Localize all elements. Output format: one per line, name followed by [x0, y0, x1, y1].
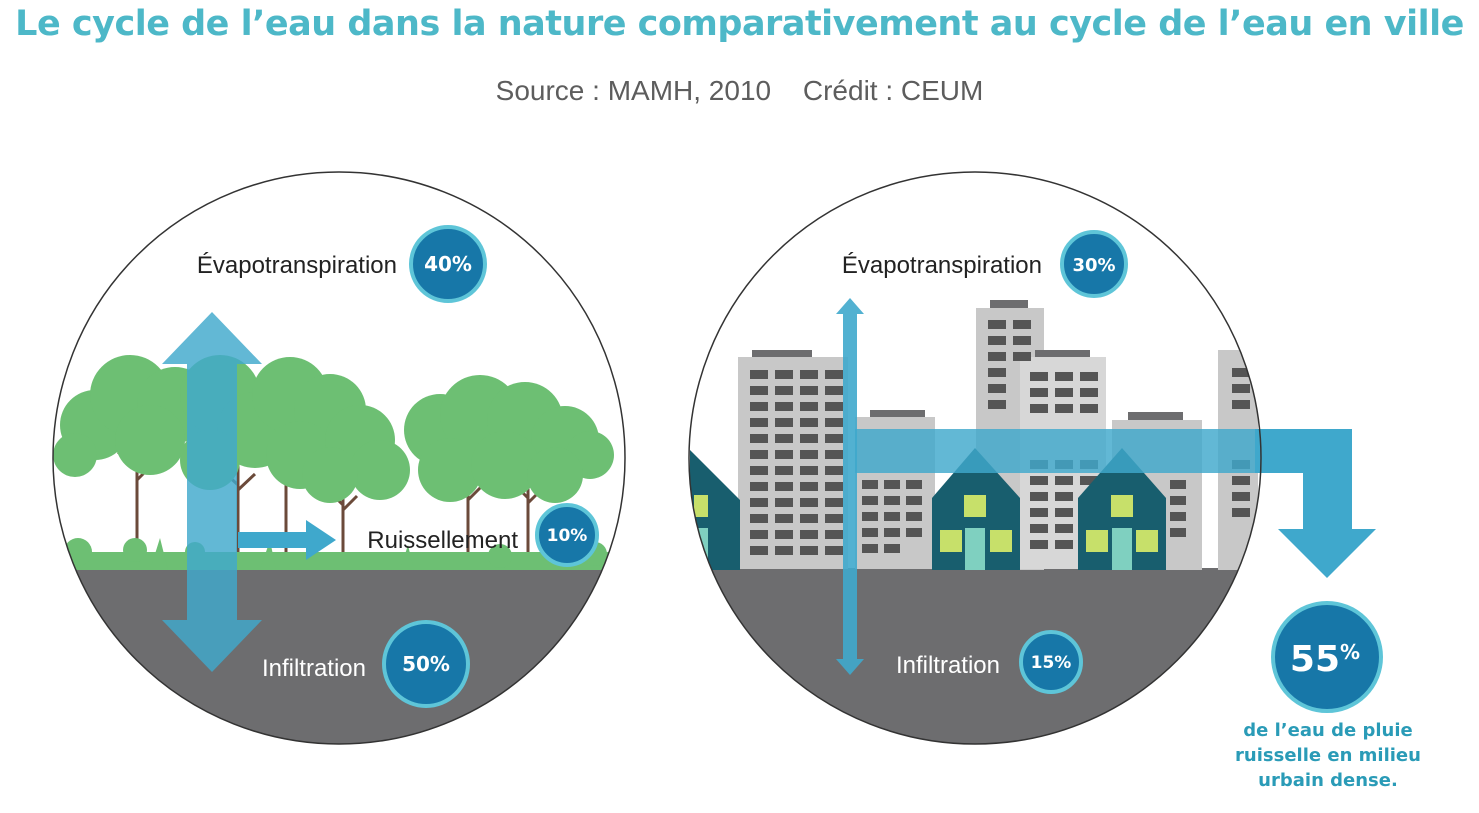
- city-runoff-pct: 55%: [1290, 639, 1360, 680]
- nature-evapo-pct: 40%: [424, 252, 472, 276]
- nature-panel: Évapotranspiration 40% Ruissellement 10%…: [52, 171, 626, 745]
- city-infiltration-label: Infiltration: [896, 652, 1000, 679]
- city-circle-border: [688, 171, 1262, 745]
- city-panel: Évapotranspiration 30% Infiltration 15% …: [688, 171, 1383, 745]
- city-runoff-pct-sign: %: [1340, 640, 1360, 664]
- source-text: Source : MAMH, 2010: [495, 75, 772, 106]
- note-line: urbain dense.: [1258, 770, 1398, 791]
- nature-runoff-arrow: [238, 520, 336, 560]
- city-runoff-band: [855, 429, 1261, 473]
- page-title: Le cycle de l’eau dans la nature compara…: [15, 4, 1464, 44]
- city-runoff-arrow: [1255, 429, 1376, 578]
- city-infiltration-pct: 15%: [1031, 653, 1072, 673]
- nature-vertical-arrow: [162, 312, 262, 672]
- city-runoff-note: de l’eau de pluie ruisselle en milieu ur…: [1218, 718, 1438, 793]
- nature-evapo-badge: 40%: [409, 225, 487, 303]
- note-line: de l’eau de pluie: [1243, 720, 1413, 741]
- source-line: Source : MAMH, 2010 Crédit : CEUM: [0, 75, 1479, 107]
- city-runoff-badge: 55%: [1271, 601, 1383, 713]
- city-evapo-label: Évapotranspiration: [842, 252, 1042, 279]
- credit-text: Crédit : CEUM: [802, 75, 984, 106]
- nature-circle-border: [52, 171, 626, 745]
- city-infiltration-badge: 15%: [1019, 630, 1083, 694]
- building-windows-a: [750, 370, 843, 555]
- nature-infiltration-badge: 50%: [382, 620, 470, 708]
- note-line: ruisselle en milieu: [1235, 745, 1421, 766]
- nature-runoff-label: Ruissellement: [367, 527, 518, 554]
- city-vertical-arrow: [836, 298, 864, 675]
- nature-infiltration-label: Infiltration: [262, 655, 366, 682]
- nature-evapo-label: Évapotranspiration: [197, 252, 397, 279]
- nature-infiltration-pct: 50%: [402, 652, 450, 676]
- city-houses: [690, 448, 1166, 570]
- city-evapo-badge: 30%: [1060, 230, 1128, 298]
- nature-runoff-badge: 10%: [535, 503, 599, 567]
- building-windows-c: [862, 368, 1250, 553]
- city-evapo-pct: 30%: [1072, 255, 1115, 276]
- city-runoff-pct-value: 55: [1290, 639, 1340, 680]
- nature-runoff-pct: 10%: [547, 526, 588, 546]
